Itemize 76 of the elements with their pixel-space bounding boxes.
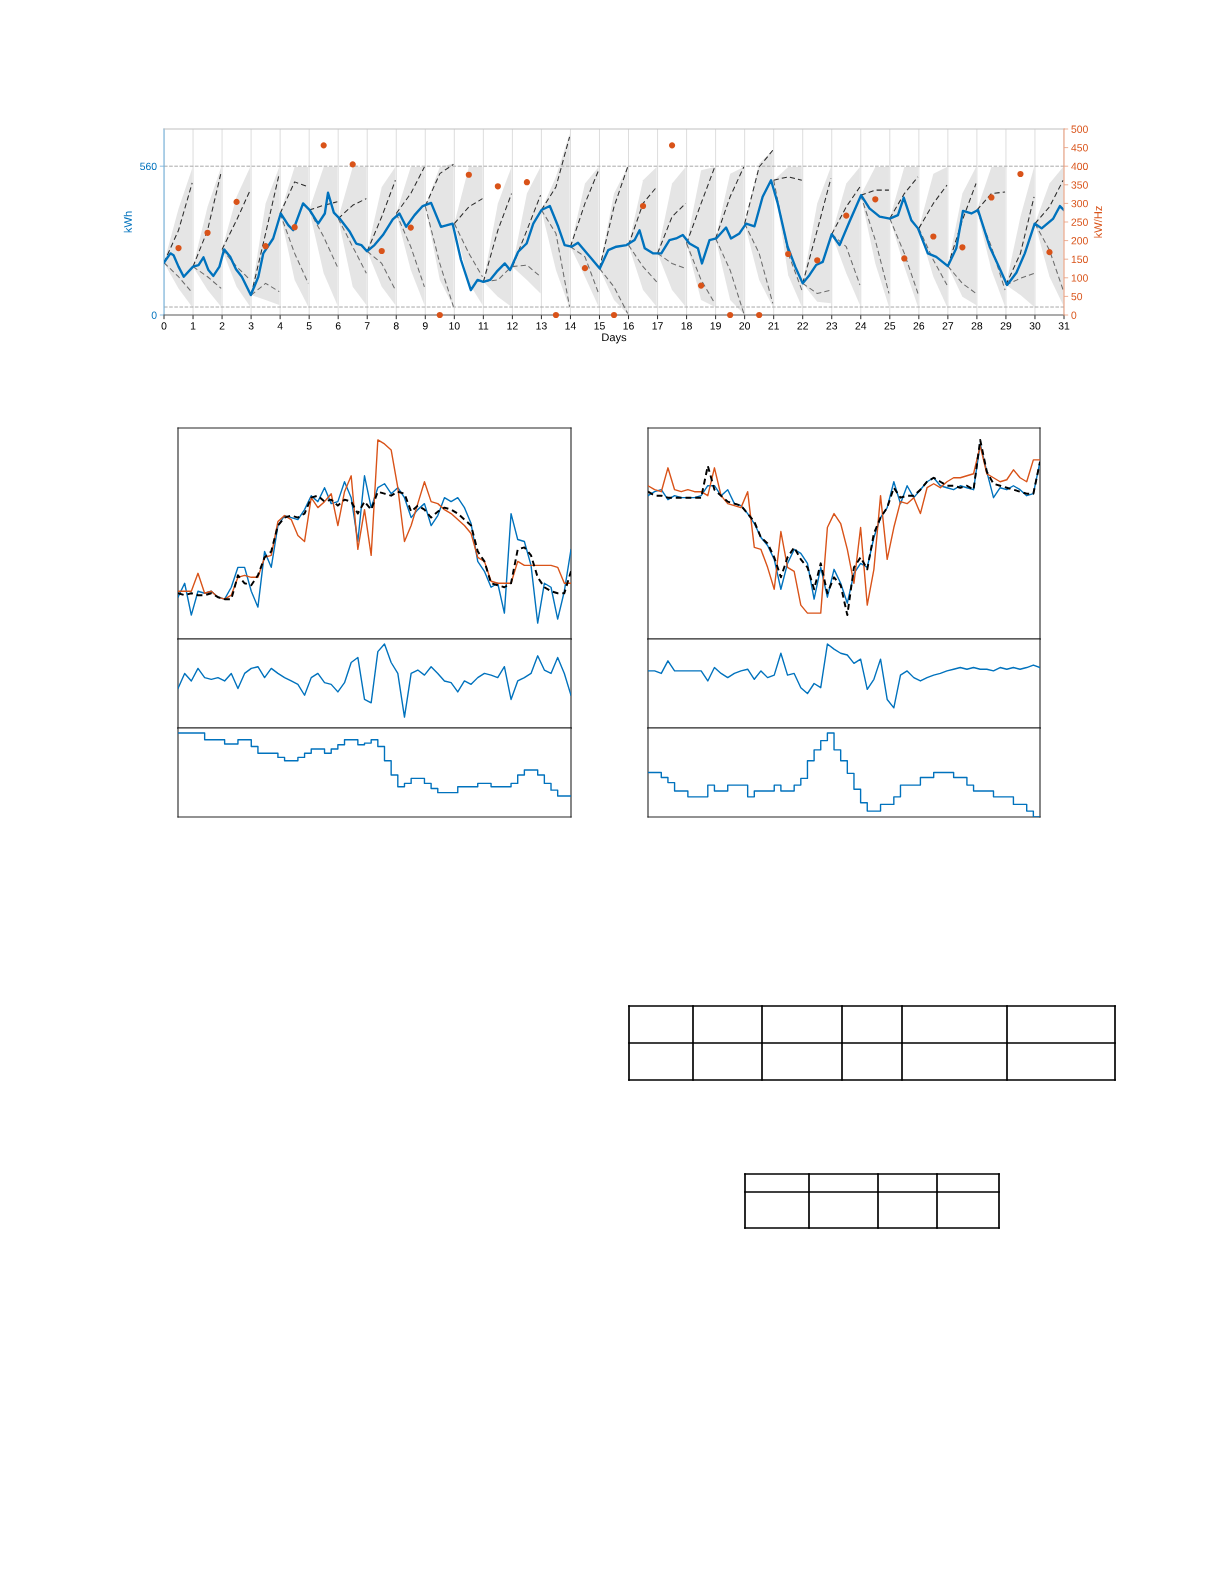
y2-tick-label: 500 bbox=[1071, 125, 1088, 133]
y2-tick-label: 0 bbox=[1071, 311, 1077, 319]
point bbox=[552, 311, 560, 319]
point bbox=[814, 257, 821, 264]
x-tick-label: 20 bbox=[739, 322, 751, 330]
point bbox=[291, 224, 298, 231]
point bbox=[1046, 249, 1053, 256]
y-axis-title: kWh bbox=[123, 211, 132, 233]
x-tick-label: 28 bbox=[971, 322, 983, 330]
y2-tick-label: 350 bbox=[1071, 181, 1088, 189]
point bbox=[349, 161, 356, 168]
x-tick-label: 30 bbox=[1029, 322, 1041, 330]
x-tick-label: 15 bbox=[594, 322, 605, 330]
point bbox=[175, 244, 182, 252]
point bbox=[901, 255, 908, 262]
x-tick-label: 26 bbox=[913, 322, 925, 330]
x-tick-label: 0 bbox=[161, 322, 167, 330]
x-tick-label: 22 bbox=[797, 322, 808, 330]
point bbox=[523, 179, 531, 186]
x-tick-label: 23 bbox=[826, 322, 838, 330]
point bbox=[756, 311, 763, 319]
point bbox=[204, 229, 211, 236]
x-tick-label: 29 bbox=[1000, 322, 1012, 330]
x-tick-label: 31 bbox=[1058, 322, 1070, 330]
x-tick-label: 4 bbox=[277, 322, 283, 330]
point bbox=[233, 198, 240, 206]
y2-axis-title: kW/Hz bbox=[1093, 206, 1103, 238]
x-axis-title: Days bbox=[602, 333, 627, 344]
x-tick-label: 3 bbox=[248, 322, 254, 330]
x-tick-label: 5 bbox=[306, 322, 312, 330]
y2-tick-label: 100 bbox=[1071, 274, 1088, 282]
y2-tick-label: 300 bbox=[1071, 199, 1088, 208]
point bbox=[988, 194, 995, 201]
y-tick-label: 560 bbox=[140, 162, 157, 171]
x-tick-label: 25 bbox=[884, 322, 896, 330]
x-tick-label: 7 bbox=[364, 322, 370, 330]
point bbox=[262, 243, 269, 250]
x-tick-label: 19 bbox=[710, 322, 721, 330]
x-tick-label: 1 bbox=[190, 322, 196, 330]
y2-tick-label: 150 bbox=[1071, 255, 1088, 264]
x-tick-label: 21 bbox=[768, 322, 779, 330]
x-tick-label: 8 bbox=[393, 322, 399, 330]
x-tick-label: 12 bbox=[507, 322, 518, 330]
point bbox=[1017, 170, 1024, 178]
y2-tick-label: 400 bbox=[1071, 162, 1088, 171]
point bbox=[668, 142, 676, 149]
x-tick-label: 16 bbox=[623, 322, 634, 330]
point bbox=[697, 282, 705, 289]
x-tick-label: 18 bbox=[681, 322, 692, 330]
x-tick-label: 10 bbox=[449, 322, 460, 330]
point bbox=[843, 212, 850, 219]
x-tick-label: 13 bbox=[536, 322, 547, 330]
x-tick-label: 27 bbox=[942, 322, 954, 330]
x-tick-label: 14 bbox=[565, 322, 576, 330]
x-tick-label: 6 bbox=[335, 322, 341, 330]
point bbox=[378, 247, 385, 255]
point bbox=[436, 311, 443, 319]
point bbox=[465, 171, 472, 178]
x-tick-label: 9 bbox=[422, 322, 428, 330]
point bbox=[959, 244, 966, 251]
x-tick-label: 24 bbox=[855, 322, 867, 330]
point bbox=[785, 250, 792, 258]
point bbox=[639, 202, 647, 210]
point bbox=[872, 196, 879, 203]
point bbox=[581, 265, 589, 272]
point bbox=[930, 233, 937, 240]
x-tick-label: 17 bbox=[652, 322, 663, 330]
x-tick-label: 11 bbox=[478, 322, 489, 330]
x-tick-label: 2 bbox=[219, 322, 225, 330]
point bbox=[494, 183, 501, 190]
y2-tick-label: 250 bbox=[1071, 218, 1088, 226]
y2-tick-label: 450 bbox=[1071, 144, 1088, 152]
y2-tick-label: 50 bbox=[1071, 292, 1083, 301]
point bbox=[407, 224, 414, 231]
point bbox=[320, 142, 327, 149]
y2-tick-label: 200 bbox=[1071, 237, 1088, 245]
